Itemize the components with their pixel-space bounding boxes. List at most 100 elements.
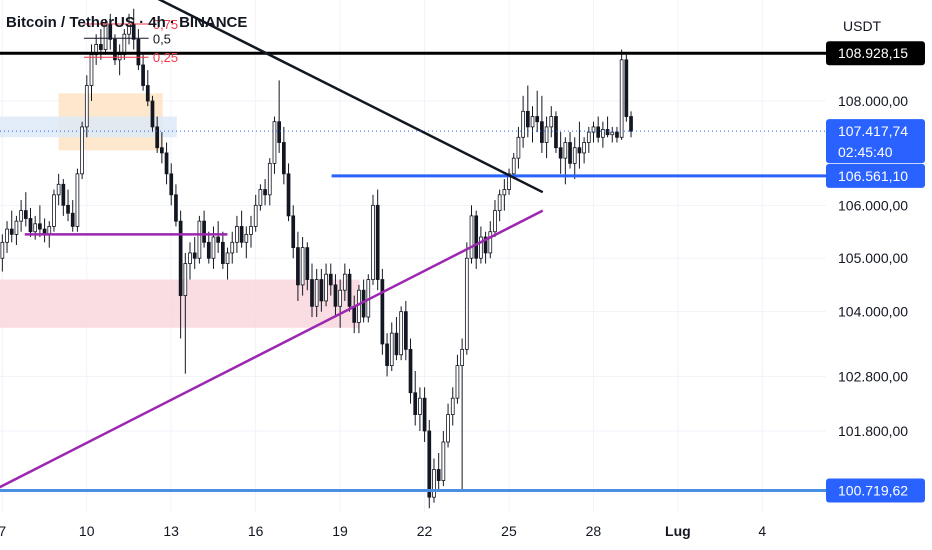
candle bbox=[42, 218, 47, 243]
candle-body bbox=[521, 110, 525, 138]
trend-line bbox=[0, 209, 544, 489]
candle bbox=[33, 215, 38, 240]
candle bbox=[206, 231, 211, 264]
candle-body bbox=[469, 215, 474, 259]
price-tick-label: 105.000,00 bbox=[838, 250, 908, 266]
candle-body bbox=[530, 116, 535, 128]
candle-body bbox=[596, 126, 601, 138]
drawing-lines bbox=[0, 0, 826, 493]
price-tag bbox=[826, 41, 925, 66]
candle-body bbox=[263, 189, 267, 196]
candle bbox=[178, 210, 183, 339]
candle-body bbox=[568, 142, 572, 164]
candle-body bbox=[155, 126, 160, 149]
candle-body bbox=[464, 257, 469, 350]
candle bbox=[413, 371, 418, 426]
candle bbox=[277, 80, 282, 153]
candle-body bbox=[624, 59, 629, 117]
candle bbox=[70, 200, 75, 232]
candle-body bbox=[582, 142, 586, 154]
candle-body bbox=[145, 85, 150, 102]
candle bbox=[164, 142, 169, 185]
candle-body bbox=[38, 223, 42, 230]
candle bbox=[610, 126, 615, 143]
candle bbox=[399, 306, 403, 361]
candle-body bbox=[291, 215, 296, 249]
price-tick-label: 102.800,00 bbox=[838, 368, 908, 384]
candle-body bbox=[113, 38, 117, 61]
candle-body bbox=[192, 252, 197, 259]
candle bbox=[253, 194, 258, 232]
candle-body bbox=[427, 430, 432, 498]
candle-body bbox=[220, 241, 225, 264]
candle bbox=[249, 215, 253, 248]
candle bbox=[460, 338, 464, 492]
candle bbox=[305, 242, 310, 291]
candle-body bbox=[619, 59, 624, 138]
time-tick-label: 28 bbox=[586, 523, 602, 539]
candle bbox=[5, 221, 9, 253]
candle bbox=[113, 34, 117, 65]
candle bbox=[497, 189, 502, 222]
candle-body bbox=[422, 397, 427, 432]
candle bbox=[432, 458, 436, 503]
candle-body bbox=[28, 218, 33, 233]
candle-body bbox=[629, 116, 633, 132]
candle bbox=[507, 168, 511, 195]
price-tick-label: 106.000,00 bbox=[838, 197, 908, 213]
candle bbox=[183, 252, 188, 374]
candle-body bbox=[610, 131, 615, 136]
candle-body bbox=[502, 189, 507, 196]
candle bbox=[211, 226, 216, 269]
candle-body bbox=[211, 236, 216, 259]
candle-body bbox=[357, 289, 361, 323]
candle bbox=[572, 137, 577, 180]
candle bbox=[619, 49, 624, 140]
candle bbox=[544, 116, 549, 159]
candle-body bbox=[488, 231, 493, 254]
candle-body bbox=[516, 136, 521, 159]
candle bbox=[230, 231, 235, 264]
candle bbox=[197, 215, 202, 264]
candle-body bbox=[160, 147, 164, 154]
time-axis[interactable]: 7 10 13 16 19 22 25 28 Lug 4 bbox=[0, 512, 932, 550]
price-tick-label: 108.000,00 bbox=[838, 93, 908, 109]
candle bbox=[14, 215, 19, 245]
candle bbox=[591, 121, 596, 143]
time-tick-label: 19 bbox=[332, 523, 348, 539]
price-tick-label: 104.000,00 bbox=[838, 304, 908, 320]
candle bbox=[225, 247, 230, 280]
fib-level-label: 0,5 bbox=[153, 31, 171, 46]
candle bbox=[281, 126, 286, 185]
candle-body bbox=[544, 126, 549, 143]
candlestick-series bbox=[0, 8, 633, 509]
candle bbox=[136, 29, 141, 71]
candle-body bbox=[328, 273, 333, 286]
candle-body bbox=[23, 210, 28, 219]
candle bbox=[244, 226, 249, 259]
price-axis-unit[interactable]: USDT bbox=[843, 18, 882, 34]
candle bbox=[84, 75, 89, 138]
candle bbox=[319, 268, 324, 312]
trend-line bbox=[157, 0, 544, 194]
candle bbox=[596, 116, 601, 143]
candle bbox=[239, 210, 244, 248]
candle bbox=[347, 268, 352, 312]
price-axis[interactable]: 108.000,00 106.000,00 105.000,00 104.000,00… bbox=[826, 0, 932, 550]
candle-body bbox=[267, 162, 272, 196]
candle-body bbox=[375, 204, 380, 280]
candle-body bbox=[389, 332, 394, 366]
time-tick-label: 25 bbox=[501, 523, 517, 539]
candle-body bbox=[310, 279, 314, 307]
candle-body bbox=[493, 210, 497, 233]
candle-body bbox=[507, 173, 511, 190]
candle bbox=[38, 205, 42, 238]
candle-body bbox=[0, 241, 5, 259]
candle bbox=[75, 168, 80, 232]
candle-body bbox=[479, 236, 483, 259]
candle bbox=[141, 54, 145, 91]
candle bbox=[446, 403, 450, 448]
candle-body bbox=[56, 183, 61, 196]
candle bbox=[483, 231, 488, 264]
